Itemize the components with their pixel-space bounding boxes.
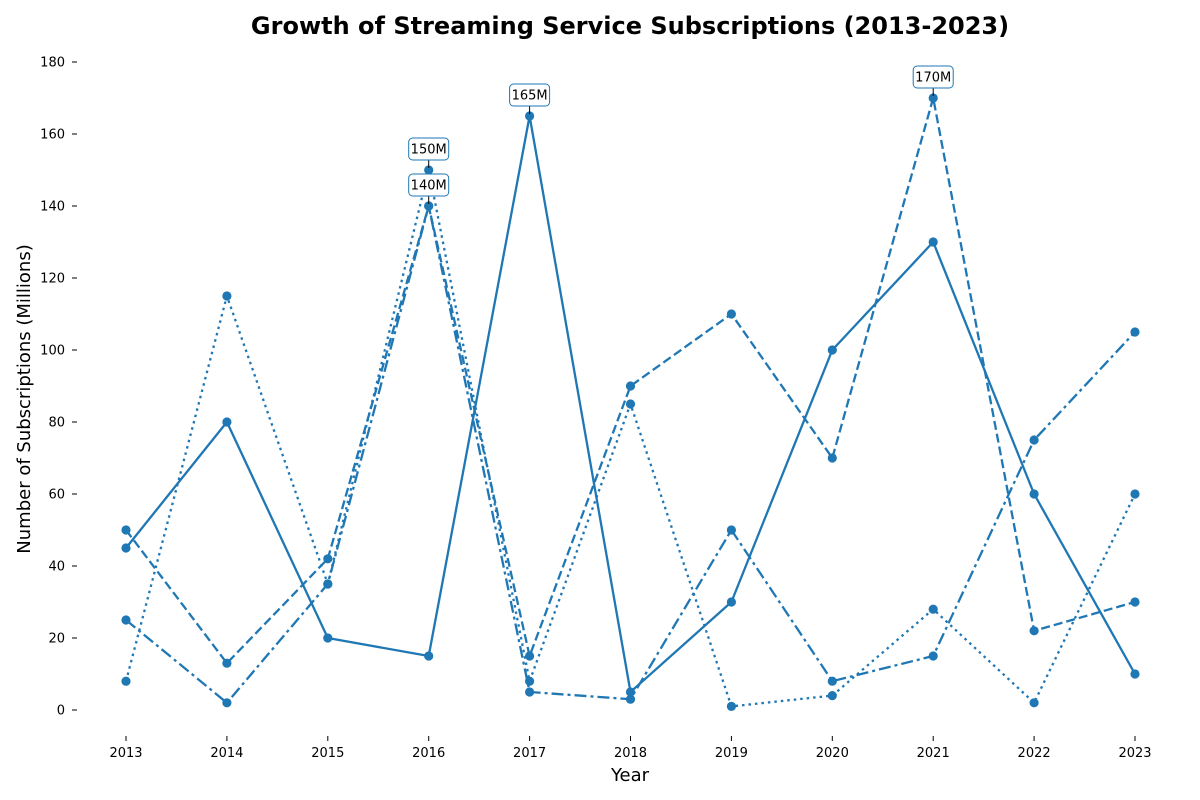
- data-point: [827, 691, 837, 701]
- series-4: [121, 201, 1140, 708]
- data-point: [1029, 626, 1039, 636]
- y-tick-label: 60: [48, 488, 65, 503]
- data-point: [222, 658, 232, 668]
- series-line: [125, 96, 1136, 665]
- data-point: [424, 201, 434, 211]
- x-axis: 2013 2014 2015 2016 2017 2018 2019 2020 2021 2022…: [109, 736, 1152, 761]
- data-point: [1130, 489, 1140, 499]
- annotation: 165M: [509, 83, 551, 114]
- annotation-label: 150M: [411, 143, 447, 158]
- y-tick-label: 180: [40, 56, 65, 71]
- data-point: [525, 651, 535, 661]
- y-tick-label: 100: [40, 344, 65, 359]
- data-point: [424, 165, 434, 175]
- data-point: [726, 525, 737, 535]
- annotation-label: 140M: [411, 179, 447, 194]
- data-point: [726, 597, 737, 607]
- data-point: [928, 604, 938, 614]
- data-point: [726, 309, 737, 319]
- x-tick-label: 2018: [614, 746, 647, 761]
- data-point: [827, 345, 837, 355]
- annotation: 170M: [912, 65, 954, 96]
- series-1: [121, 111, 1140, 697]
- data-point: [625, 694, 636, 704]
- annotation: 140M: [408, 173, 450, 204]
- x-tick-label: 2017: [513, 746, 546, 761]
- data-point: [625, 687, 636, 697]
- data-point: [121, 676, 131, 686]
- data-point: [323, 579, 333, 589]
- data-point: [525, 111, 535, 121]
- data-point: [625, 399, 636, 409]
- x-tick-label: 2021: [917, 746, 950, 761]
- data-point: [928, 651, 938, 661]
- annotation-box: [509, 83, 551, 107]
- data-point: [323, 633, 333, 643]
- data-point: [827, 676, 837, 686]
- x-tick-label: 2020: [816, 746, 849, 761]
- x-tick-label: 2022: [1018, 746, 1051, 761]
- y-tick-label: 160: [40, 128, 65, 143]
- x-tick-label: 2023: [1118, 746, 1151, 761]
- data-point: [1029, 489, 1039, 499]
- data-point: [424, 651, 434, 661]
- data-point: [1130, 597, 1140, 607]
- y-tick-label: 20: [48, 632, 65, 647]
- data-point: [121, 525, 131, 535]
- annotation-label: 165M: [512, 89, 548, 104]
- data-point: [928, 93, 938, 103]
- data-point: [1130, 669, 1140, 679]
- y-tick-label: 40: [48, 560, 65, 575]
- data-point: [625, 381, 636, 391]
- data-point: [928, 237, 938, 247]
- x-tick-label: 2019: [715, 746, 748, 761]
- data-point: [1029, 698, 1039, 708]
- data-point: [1029, 435, 1039, 445]
- series-line: [125, 204, 1136, 704]
- annotation-box: [408, 173, 450, 197]
- annotation-layer: 150M 140M 165M 170M: [408, 65, 954, 204]
- series-2: [121, 93, 1140, 668]
- data-point: [726, 701, 737, 712]
- data-point: [323, 554, 333, 564]
- data-point: [827, 453, 837, 463]
- series-layer: [121, 93, 1140, 712]
- x-tick-label: 2014: [210, 746, 243, 761]
- data-point: [222, 417, 232, 427]
- x-tick-label: 2013: [109, 746, 142, 761]
- annotation-label: 170M: [915, 71, 951, 86]
- annotation-box: [408, 137, 450, 161]
- series-3: [121, 165, 1140, 712]
- y-tick-label: 80: [48, 416, 65, 431]
- chart-title: Growth of Streaming Service Subscription…: [251, 12, 1009, 40]
- data-point: [222, 698, 232, 708]
- y-tick-label: 0: [57, 704, 65, 719]
- y-axis: 0 20 40 60 80 100 120 140 160 180: [40, 56, 77, 719]
- data-point: [1130, 327, 1140, 337]
- data-point: [525, 687, 535, 697]
- x-tick-label: 2015: [311, 746, 344, 761]
- data-point: [121, 543, 131, 553]
- series-line: [124, 168, 1137, 708]
- annotation: 150M: [408, 137, 450, 168]
- data-point: [222, 291, 232, 301]
- x-tick-label: 2016: [412, 746, 445, 761]
- y-axis-label: Number of Subscriptions (Millions): [14, 244, 35, 553]
- x-axis-label: Year: [610, 765, 650, 786]
- y-tick-label: 120: [40, 272, 65, 287]
- annotation-box: [912, 65, 954, 89]
- data-point: [121, 615, 131, 625]
- y-tick-label: 140: [40, 200, 65, 215]
